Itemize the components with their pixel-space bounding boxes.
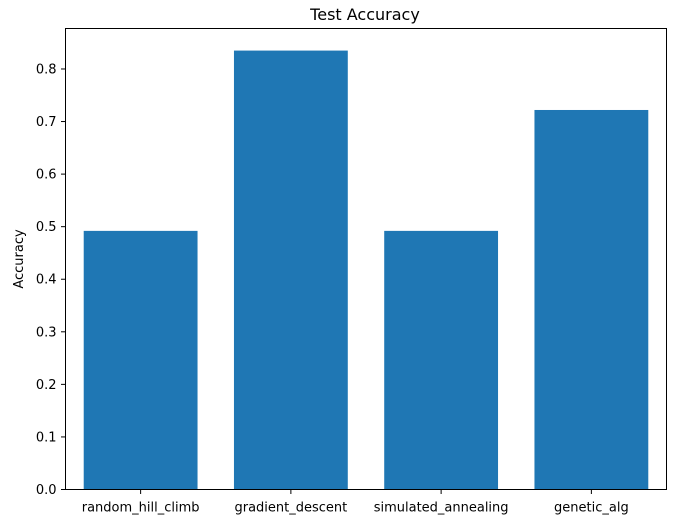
y-tick-label: 0.1 xyxy=(36,430,57,445)
chart-title: Test Accuracy xyxy=(309,5,420,24)
x-tick-label: gradient_descent xyxy=(234,501,347,516)
bar-simulated-annealing xyxy=(384,230,499,490)
plot-frame xyxy=(65,28,667,490)
bars-group xyxy=(83,50,649,490)
y-tick-label: 0.0 xyxy=(36,483,57,498)
y-axis-label: Accuracy xyxy=(12,229,27,289)
y-tick-label: 0.2 xyxy=(36,378,57,393)
x-tick-label: random_hill_climb xyxy=(82,501,200,516)
x-tick-label: genetic_alg xyxy=(554,501,629,516)
y-tick-label: 0.6 xyxy=(36,168,57,183)
bar-random-hill-climb xyxy=(83,230,198,490)
bar-gradient-descent xyxy=(233,50,348,490)
y-tick-label: 0.4 xyxy=(36,273,57,288)
bar-genetic-alg xyxy=(534,109,649,490)
y-ticks-group: 0.0 0.1 0.2 0.3 0.4 0.5 0.6 0.7 0.8 xyxy=(36,62,66,498)
y-tick-label: 0.5 xyxy=(36,220,57,235)
x-ticks-group: random_hill_climb gradient_descent simulat… xyxy=(82,489,629,516)
y-tick-label: 0.3 xyxy=(36,325,57,340)
y-tick-label: 0.7 xyxy=(36,115,57,130)
x-tick-label: simulated_annealing xyxy=(374,501,509,516)
y-tick-label: 0.8 xyxy=(36,62,57,77)
